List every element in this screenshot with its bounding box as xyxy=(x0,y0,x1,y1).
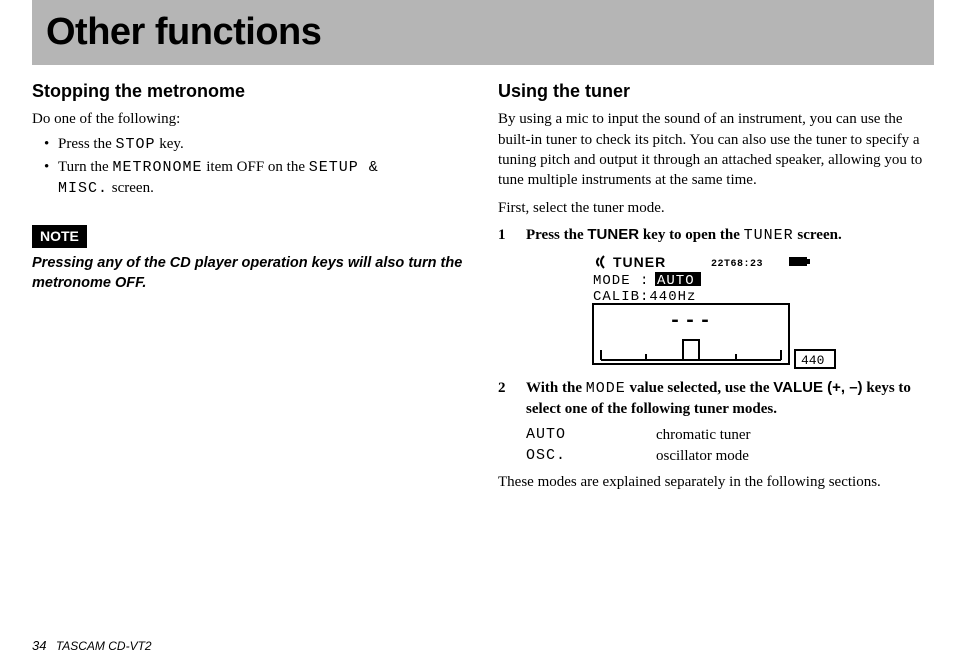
right-column: Using the tuner By using a mic to input … xyxy=(498,79,934,496)
step-2: 2 With the MODE value selected, use the … xyxy=(498,378,934,420)
mode-desc-osc: oscillator mode xyxy=(656,446,749,466)
note-text: Pressing any of the CD player operation … xyxy=(32,254,468,293)
mode-key-auto: AUTO xyxy=(526,425,656,445)
bullet-item-1: Press the STOP key. xyxy=(44,134,468,155)
text: value selected, use the xyxy=(626,380,773,396)
text: Press the xyxy=(526,227,587,243)
content-columns: Stopping the metronome Do one of the fol… xyxy=(0,65,954,496)
right-para2: First, select the tuner mode. xyxy=(498,198,934,218)
key-value: VALUE (+, –) xyxy=(773,379,862,396)
lcd-text-setup: SETUP & xyxy=(309,159,379,176)
tuner-screen-figure: TUNER 22T68:23 MODE : AUTO CALIB:440Hz -… xyxy=(591,254,841,372)
step-2-text: With the MODE value selected, use the VA… xyxy=(526,378,934,420)
text: screen. xyxy=(108,180,154,196)
step-1-text: Press the TUNER key to open the TUNER sc… xyxy=(526,225,842,246)
mode-table: AUTO chromatic tuner OSC. oscillator mod… xyxy=(526,425,934,466)
lcd-calib: CALIB:440Hz xyxy=(593,289,696,305)
lcd-title: TUNER xyxy=(613,254,666,270)
left-intro: Do one of the following: xyxy=(32,109,468,129)
mode-row-auto: AUTO chromatic tuner xyxy=(526,425,934,445)
text: key to open the xyxy=(639,227,744,243)
page-number: 34 xyxy=(32,638,46,653)
lcd-text-tuner: TUNER xyxy=(744,227,794,244)
header-bar: Other functions xyxy=(32,0,934,65)
lcd-text-metronome: METRONOME xyxy=(112,159,202,176)
lcd-text-stop: STOP xyxy=(116,136,156,153)
footer: 34 TASCAM CD-VT2 xyxy=(32,638,152,653)
text: Press the xyxy=(58,136,116,152)
text: screen. xyxy=(794,227,842,243)
left-column: Stopping the metronome Do one of the fol… xyxy=(32,79,468,496)
product-name: TASCAM CD-VT2 xyxy=(56,639,152,653)
mode-row-osc: OSC. oscillator mode xyxy=(526,446,934,466)
text: key. xyxy=(156,136,184,152)
right-para1: By using a mic to input the sound of an … xyxy=(498,109,934,190)
step-1: 1 Press the TUNER key to open the TUNER … xyxy=(498,225,934,246)
right-heading: Using the tuner xyxy=(498,79,934,103)
lcd-mode-value: AUTO xyxy=(657,273,695,289)
note-badge: NOTE xyxy=(32,225,87,248)
step-number: 2 xyxy=(498,378,526,420)
page-title: Other functions xyxy=(46,11,321,54)
step-number: 1 xyxy=(498,225,526,246)
mode-key-osc: OSC. xyxy=(526,446,656,466)
key-tuner: TUNER xyxy=(587,226,639,243)
text: item OFF on the xyxy=(202,159,308,175)
text: With the xyxy=(526,380,586,396)
lcd-text-mode: MODE xyxy=(586,380,626,397)
lcd-display: --- xyxy=(669,310,714,333)
lcd-text-misc: MISC. xyxy=(58,180,108,197)
lcd-mode-label: MODE : xyxy=(593,273,649,289)
lcd-freq: 440 xyxy=(801,353,824,368)
lcd-time: 22T68:23 xyxy=(711,259,763,270)
tuner-lcd-svg: TUNER 22T68:23 MODE : AUTO CALIB:440Hz -… xyxy=(591,254,841,372)
bullet-list: Press the STOP key. Turn the METRONOME i… xyxy=(32,134,468,200)
right-para3: These modes are explained separately in … xyxy=(498,472,934,492)
mode-desc-auto: chromatic tuner xyxy=(656,425,751,445)
bullet-item-2: Turn the METRONOME item OFF on the SETUP… xyxy=(44,157,468,200)
left-heading: Stopping the metronome xyxy=(32,79,468,103)
text: Turn the xyxy=(58,159,112,175)
